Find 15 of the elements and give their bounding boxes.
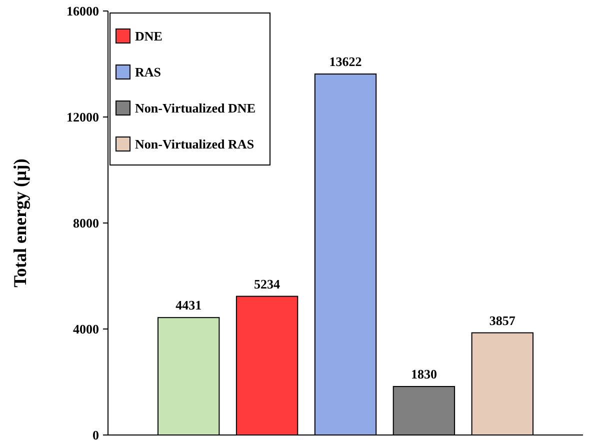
data-label: 13622 [329,54,362,70]
legend-label: Non-Virtualized RAS [135,136,254,152]
y-tick-label: 8000 [73,216,99,231]
y-axis-title: Total energy (µj) [10,158,30,288]
y-tick-label: 4000 [73,322,99,337]
y-tick-label: 0 [92,428,99,442]
legend-label: RAS [135,64,162,80]
y-tick-label: 16000 [66,4,99,19]
legend-label: Non-Virtualized DNE [135,100,256,116]
data-label: 1830 [410,366,437,382]
y-tick-label: 12000 [66,110,99,125]
data-label: 3857 [489,312,516,328]
legend-label: DNE [135,28,162,44]
data-label: 4431 [176,298,202,313]
data-label: 5234 [254,276,281,292]
